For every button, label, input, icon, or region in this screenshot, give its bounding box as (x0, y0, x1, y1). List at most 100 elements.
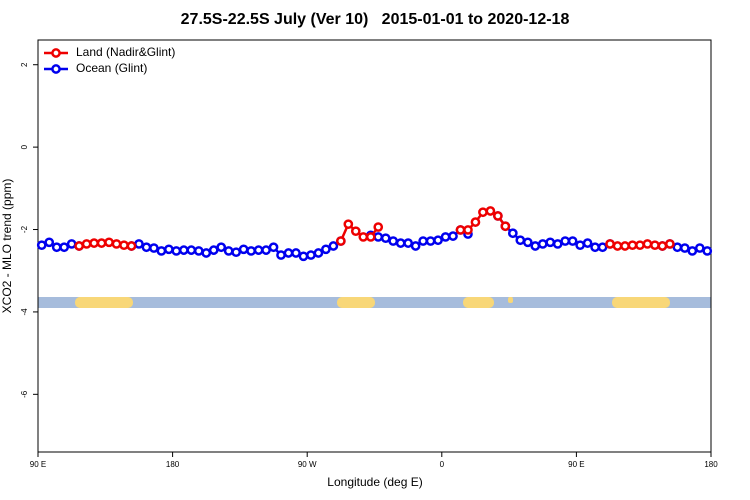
data-point (343, 219, 354, 230)
data-point (171, 246, 182, 256)
data-point (537, 239, 548, 249)
data-point (597, 242, 608, 253)
data-point (418, 236, 428, 246)
data-point (470, 217, 481, 227)
data-point (104, 237, 114, 248)
data-point (694, 243, 705, 253)
data-point (530, 241, 541, 251)
data-point (336, 236, 346, 246)
land-patch (75, 297, 133, 308)
data-point (522, 237, 533, 248)
data-point (478, 207, 488, 218)
data-point (507, 228, 518, 239)
data-point (642, 239, 653, 249)
data-point (433, 235, 443, 246)
data-point (560, 236, 571, 246)
data-point (291, 248, 301, 258)
x-tick-label: 0 (440, 460, 445, 469)
data-point (89, 238, 99, 248)
x-axis-label: Longitude (deg E) (327, 475, 422, 489)
data-point (164, 244, 174, 255)
data-point (59, 242, 70, 253)
data-point (193, 246, 204, 256)
y-tick-label: 2 (20, 62, 29, 67)
data-point (238, 244, 249, 255)
data-point (365, 232, 376, 242)
data-point (552, 239, 563, 249)
data-point (276, 250, 286, 260)
data-point (388, 236, 399, 246)
data-point (612, 241, 623, 251)
chart-title: 27.5S-22.5S July (Ver 10) 2015-01-01 to … (181, 11, 570, 28)
x-tick-label: 90 W (298, 460, 317, 469)
data-point (410, 241, 421, 251)
data-point (515, 235, 526, 246)
data-point (216, 242, 227, 253)
x-tick-label: 180 (166, 460, 180, 469)
land-patch (463, 297, 494, 308)
data-point (111, 239, 122, 249)
data-point (51, 242, 62, 253)
data-point (448, 231, 458, 241)
data-point (231, 247, 242, 258)
data-point (149, 243, 159, 253)
data-point (253, 245, 264, 255)
data-point (575, 240, 585, 251)
x-tick-label: 90 E (30, 460, 46, 469)
data-point (679, 243, 690, 253)
data-point (81, 239, 92, 249)
data-point (261, 245, 271, 255)
legend-marker (51, 48, 61, 58)
y-tick-label: -4 (20, 308, 29, 316)
data-point (223, 246, 234, 256)
data-point (687, 246, 698, 256)
data-point (66, 239, 77, 249)
data-point (373, 232, 384, 242)
data-point (44, 237, 55, 248)
data-point (702, 246, 713, 256)
legend-marker (51, 64, 61, 74)
data-point (605, 239, 615, 249)
land-patch (612, 297, 670, 308)
data-point (493, 211, 503, 221)
data-point (350, 226, 361, 237)
data-point (321, 244, 331, 255)
data-point (440, 232, 451, 242)
data-point (156, 246, 167, 256)
data-point (246, 246, 256, 256)
data-point (186, 245, 197, 255)
data-point (463, 225, 473, 235)
data-point (635, 240, 645, 251)
data-point (306, 250, 316, 260)
data-point (650, 240, 660, 251)
data-point (545, 237, 556, 248)
data-point (283, 248, 294, 258)
data-point (119, 240, 129, 251)
data-point (358, 232, 369, 242)
y-tick-label: 0 (20, 144, 29, 149)
data-point (373, 222, 384, 232)
data-point (126, 241, 137, 251)
data-point (208, 245, 219, 255)
legend-label: Ocean (Glint) (76, 61, 147, 75)
x-tick-label: 90 E (568, 460, 584, 469)
y-tick-label: -6 (20, 390, 29, 398)
data-point (620, 241, 630, 251)
data-point (582, 238, 593, 248)
data-point (657, 241, 668, 251)
data-point (380, 233, 391, 244)
data-point (500, 221, 511, 232)
y-axis-label: XCO2 - MLO trend (ppm) (0, 179, 14, 314)
data-point (96, 238, 107, 248)
data-point (455, 225, 466, 235)
data-point (134, 239, 144, 249)
legend-label: Land (Nadir&Glint) (76, 45, 175, 59)
land-patch (337, 297, 375, 308)
data-point (627, 240, 638, 251)
data-point (328, 241, 339, 251)
data-point (395, 238, 406, 248)
data-point (268, 242, 279, 253)
data-point (36, 240, 47, 251)
data-point (665, 239, 675, 249)
